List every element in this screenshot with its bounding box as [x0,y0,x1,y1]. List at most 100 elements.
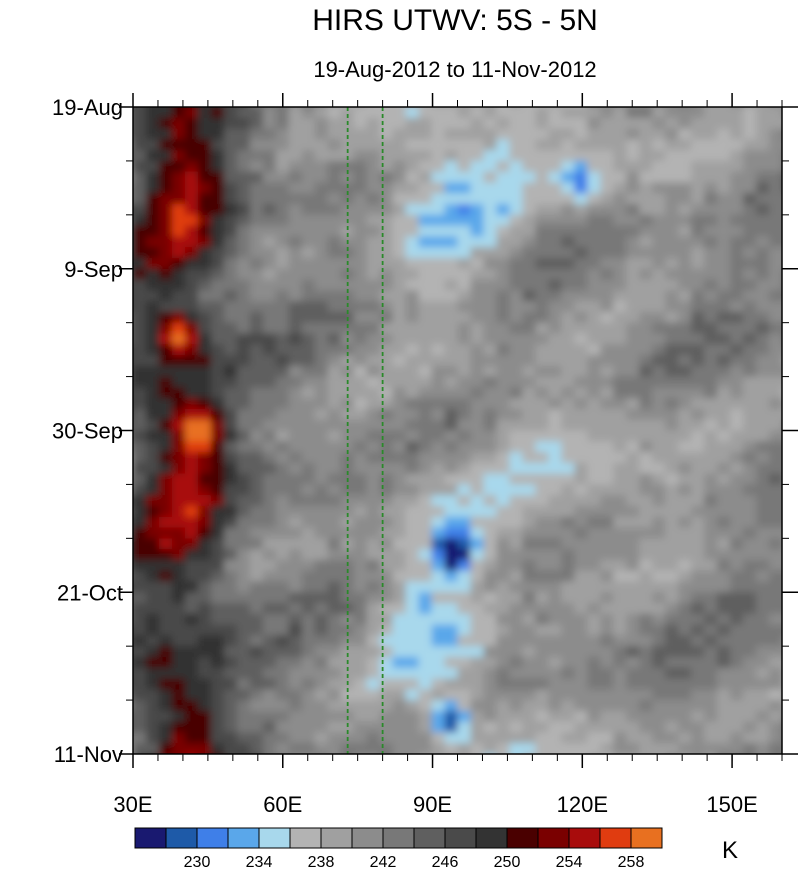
field-cell [509,581,524,594]
field-cell [691,204,706,216]
field-cell [509,290,524,303]
field-cell [171,592,186,605]
field-cell [470,646,485,658]
field-cell [691,646,706,658]
field-cell [405,689,420,702]
field-cell [133,387,134,400]
field-cell [301,505,316,518]
field-cell [795,668,800,680]
field-cell [379,624,394,637]
field-cell [743,107,758,108]
field-cell [223,171,238,184]
field-cell [340,365,355,378]
field-cell [717,301,732,313]
field-cell [665,505,680,518]
field-cell [665,311,680,324]
field-cell [366,344,381,357]
field-cell [340,128,355,141]
field-cell [275,160,290,173]
field-cell [691,484,706,497]
field-cell [652,193,667,206]
field-cell [652,689,667,702]
field-cell [717,495,732,507]
field-cell [496,257,511,270]
field-cell [704,225,719,238]
field-cell [171,743,186,754]
field-cell [301,700,316,712]
field-cell [574,247,589,259]
field-cell [522,667,537,680]
field-cell [678,754,692,766]
field-cell [782,732,796,744]
field-cell [392,624,407,637]
field-cell [431,549,446,561]
field-cell [197,419,212,432]
field-cell [184,387,199,400]
field-cell [314,419,329,432]
field-cell [197,613,212,626]
field-cell [340,225,355,238]
field-cell [223,247,238,259]
field-cell [366,721,381,734]
field-cell [756,225,771,238]
field-cell [210,549,225,561]
field-cell [457,355,472,367]
field-cell [275,678,290,691]
field-cell [756,549,771,561]
field-cell [535,150,550,162]
field-cell [366,613,381,626]
field-cell [639,322,654,335]
field-cell [535,236,550,249]
field-cell [496,646,511,658]
field-cell [730,257,745,270]
field-cell [561,570,576,583]
field-cell [366,150,381,162]
field-cell [561,732,576,745]
field-cell [314,721,329,734]
field-cell [678,581,693,594]
field-cell [730,344,745,357]
field-cell [561,689,576,702]
field-cell [639,214,654,227]
field-cell [236,624,251,637]
field-cell [418,257,433,270]
field-cell [275,689,290,702]
field-cell [509,516,524,529]
colorbar-label: 254 [556,854,583,869]
field-cell [145,646,160,658]
field-cell [522,452,537,464]
field-cell [574,107,589,108]
field-cell [496,268,511,281]
field-cell [795,592,800,604]
field-cell [236,646,251,658]
field-cell [639,635,654,648]
field-cell [574,257,589,270]
field-cell [250,754,264,766]
field-cell [496,419,511,432]
field-cell [327,656,342,669]
field-cell [717,592,732,605]
field-cell [470,182,485,195]
field-cell [340,107,355,108]
field-cell [431,452,446,464]
field-cell [197,107,212,119]
field-cell [262,516,277,529]
field-cell [236,107,251,108]
field-cell [249,247,264,259]
field-cell [691,257,706,270]
field-cell [470,290,485,303]
field-cell [457,473,472,486]
field-cell [483,452,498,464]
field-cell [262,408,277,421]
field-cell [158,452,173,464]
field-cell [236,656,251,669]
field-cell [236,505,251,518]
x-tick-label: 60E [263,792,302,817]
field-cell [133,549,134,561]
field-cell [626,333,641,346]
field-cell [678,398,693,410]
field-cell [340,581,355,594]
field-cell [314,559,329,572]
field-cell [587,538,602,551]
field-cell [457,139,472,152]
